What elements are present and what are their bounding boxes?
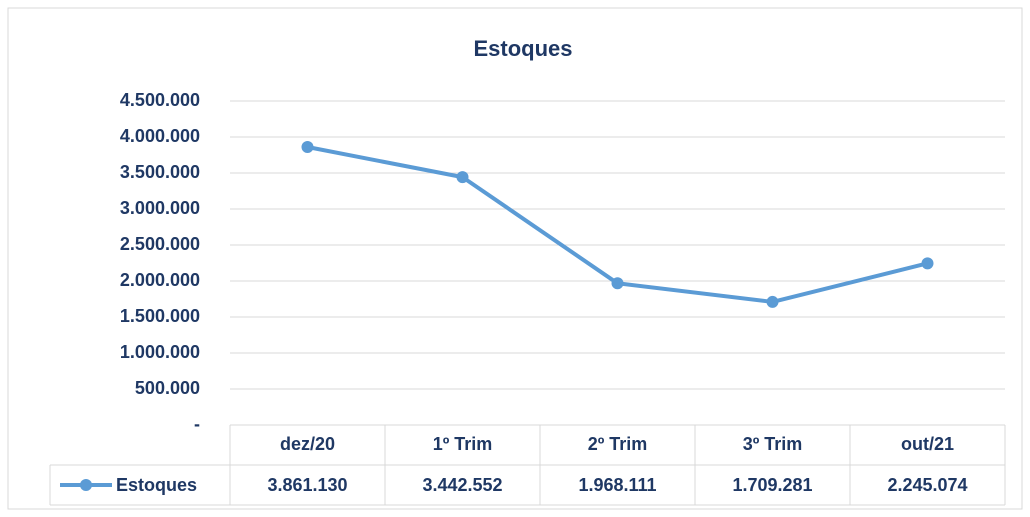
y-tick-label: 4.000.000: [120, 126, 200, 146]
table-value: 1.709.281: [732, 475, 812, 495]
x-tick-label: out/21: [901, 434, 954, 454]
x-tick-label: dez/20: [280, 434, 335, 454]
table-value: 3.442.552: [422, 475, 502, 495]
y-tick-label: 2.000.000: [120, 270, 200, 290]
point: [456, 171, 469, 184]
point: [611, 277, 624, 290]
table-value: 3.861.130: [267, 475, 347, 495]
point: [766, 295, 779, 308]
point: [301, 140, 314, 153]
legend-label: Estoques: [116, 475, 197, 495]
point: [921, 257, 934, 270]
x-tick-label: 3º Trim: [743, 434, 803, 454]
x-tick-label: 2º Trim: [588, 434, 648, 454]
y-tick-label: 3.500.000: [120, 162, 200, 182]
y-tick-label: 500.000: [135, 378, 200, 398]
table-value: 2.245.074: [887, 475, 967, 495]
y-tick-label: 3.000.000: [120, 198, 200, 218]
table-value: 1.968.111: [578, 475, 656, 495]
y-tick-label: 1.500.000: [120, 306, 200, 326]
legend-marker: [80, 479, 92, 491]
y-tick-label: -: [194, 414, 200, 434]
y-tick-label: 1.000.000: [120, 342, 200, 362]
chart-frame: [7, 7, 1023, 510]
y-tick-label: 4.500.000: [120, 90, 200, 110]
y-tick-label: 2.500.000: [120, 234, 200, 254]
chart-title: Estoques: [473, 36, 572, 61]
x-tick-label: 1º Trim: [433, 434, 493, 454]
